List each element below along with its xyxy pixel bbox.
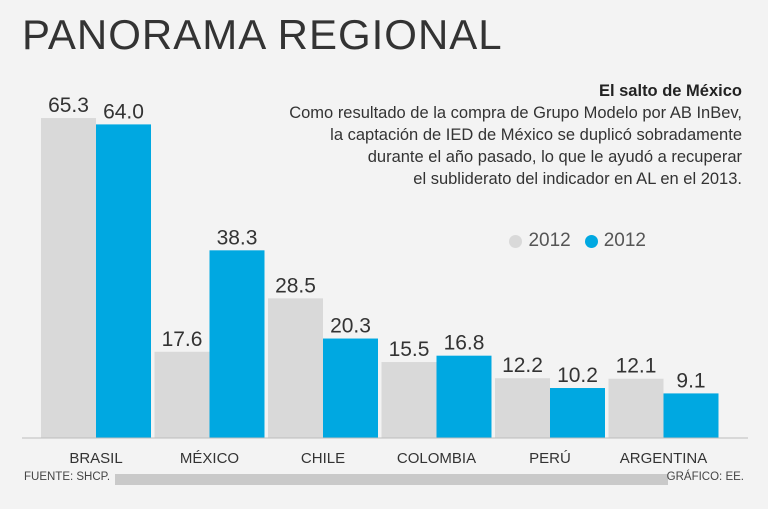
bar-perú-series-1 bbox=[550, 388, 605, 438]
data-label: 10.2 bbox=[557, 364, 598, 387]
x-tick-label: ARGENTINA bbox=[620, 450, 708, 467]
bar-chile-series-1 bbox=[323, 338, 378, 438]
bar-colombia-series-0 bbox=[381, 362, 437, 438]
x-tick-label: MÉXICO bbox=[180, 450, 239, 467]
legend-dot-icon bbox=[584, 234, 598, 248]
description-line: el subliderato del indicador en AL en el… bbox=[413, 170, 742, 188]
data-label: 65.3 bbox=[48, 94, 89, 117]
data-label: 16.8 bbox=[444, 332, 485, 355]
chart-legend: 2012 2012 bbox=[509, 230, 646, 252]
data-label: 17.6 bbox=[162, 328, 203, 351]
bar-argentina-series-1 bbox=[663, 393, 719, 438]
bar-argentina-series-0 bbox=[608, 378, 664, 438]
page-title: PANORAMA REGIONAL bbox=[22, 11, 503, 58]
data-label: 20.3 bbox=[330, 315, 371, 338]
x-tick-label: COLOMBIA bbox=[397, 450, 476, 467]
legend-item-series-a: 2012 bbox=[509, 230, 571, 252]
description-block: El salto de México Como resultado de la … bbox=[242, 80, 742, 190]
bar-brasil-series-1 bbox=[96, 124, 151, 439]
data-label: 38.3 bbox=[217, 226, 258, 249]
x-tick-label: BRASIL bbox=[69, 450, 122, 467]
footer-divider bbox=[115, 474, 668, 485]
bar-colombia-series-1 bbox=[436, 355, 492, 438]
data-label: 64.0 bbox=[103, 100, 144, 123]
data-label: 15.5 bbox=[389, 338, 430, 361]
legend-label: 2012 bbox=[603, 230, 646, 251]
description-line: Como resultado de la compra de Grupo Mod… bbox=[289, 104, 742, 122]
bar-méxico-series-1 bbox=[209, 250, 265, 438]
x-tick-label: CHILE bbox=[301, 450, 345, 467]
description-line: durante el año pasado, lo que le ayudó a… bbox=[367, 148, 742, 166]
data-label: 12.2 bbox=[502, 354, 543, 377]
legend-label: 2012 bbox=[528, 230, 571, 251]
description-title: El salto de México bbox=[598, 82, 742, 100]
source-note: FUENTE: SHCP. bbox=[24, 471, 111, 483]
bar-brasil-series-0 bbox=[41, 118, 96, 438]
x-tick-label: PERÚ bbox=[529, 450, 571, 467]
bar-perú-series-0 bbox=[495, 378, 550, 438]
data-label: 9.1 bbox=[676, 369, 705, 392]
bar-chile-series-0 bbox=[268, 298, 323, 438]
bar-méxico-series-0 bbox=[154, 351, 210, 438]
legend-dot-icon bbox=[509, 234, 523, 248]
credit-note: GRÁFICO: EE. bbox=[666, 471, 744, 483]
description-line: la captación de IED de México se duplicó… bbox=[330, 126, 742, 144]
data-label: 28.5 bbox=[275, 274, 316, 297]
legend-item-series-b: 2012 bbox=[584, 230, 646, 252]
data-label: 12.1 bbox=[616, 355, 657, 378]
